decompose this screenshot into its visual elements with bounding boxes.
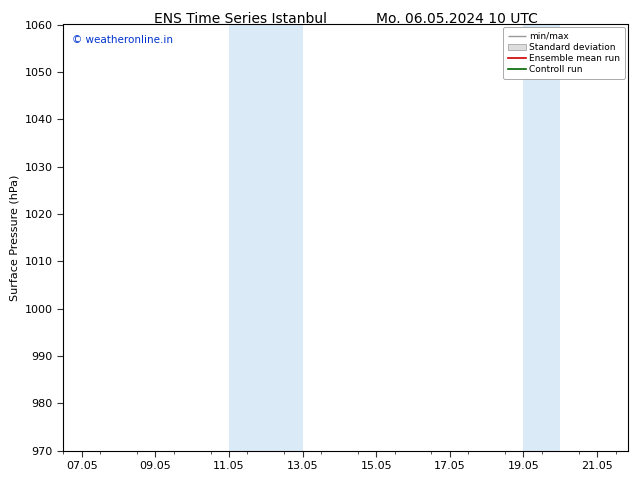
Text: Mo. 06.05.2024 10 UTC: Mo. 06.05.2024 10 UTC bbox=[375, 12, 538, 26]
Text: ENS Time Series Istanbul: ENS Time Series Istanbul bbox=[155, 12, 327, 26]
Bar bbox=[229, 24, 302, 451]
Legend: min/max, Standard deviation, Ensemble mean run, Controll run: min/max, Standard deviation, Ensemble me… bbox=[503, 27, 625, 79]
Bar bbox=[524, 24, 560, 451]
Y-axis label: Surface Pressure (hPa): Surface Pressure (hPa) bbox=[10, 174, 19, 301]
Text: © weatheronline.in: © weatheronline.in bbox=[72, 35, 173, 45]
